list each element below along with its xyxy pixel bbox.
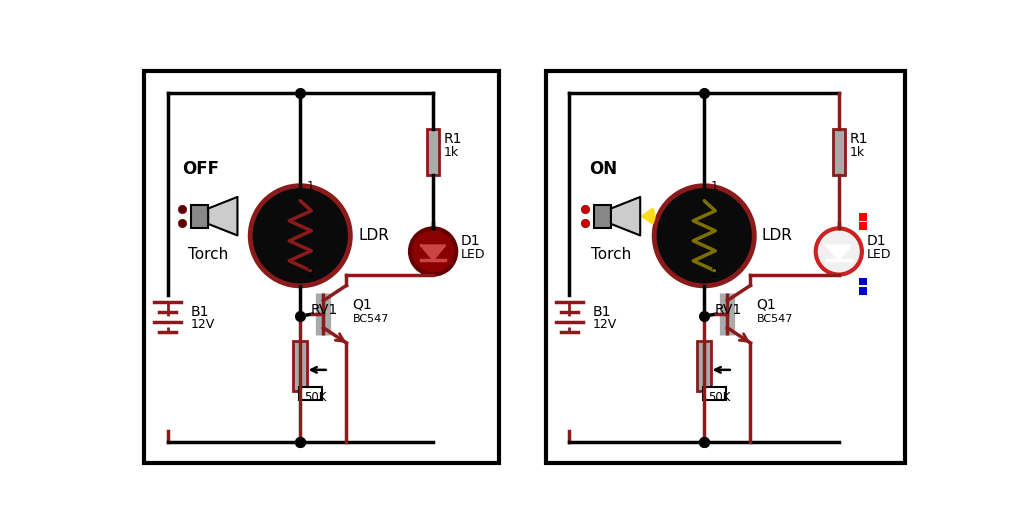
Text: BC547: BC547: [352, 314, 389, 324]
FancyBboxPatch shape: [594, 205, 611, 228]
Text: R1: R1: [443, 132, 463, 146]
Text: Torch: Torch: [188, 247, 228, 261]
Text: 1k: 1k: [443, 146, 459, 159]
Text: 2: 2: [306, 267, 314, 280]
Text: 12V: 12V: [593, 318, 616, 332]
Text: 1: 1: [306, 179, 314, 193]
Text: 2: 2: [711, 267, 718, 280]
Text: D1: D1: [866, 234, 886, 248]
Text: D1: D1: [461, 234, 480, 248]
Text: Torch: Torch: [591, 247, 631, 261]
Text: LED: LED: [461, 248, 485, 261]
FancyBboxPatch shape: [299, 387, 322, 400]
Text: RV1: RV1: [715, 303, 742, 317]
Text: 1k: 1k: [850, 146, 864, 159]
Text: BC547: BC547: [757, 314, 793, 324]
Text: ON: ON: [589, 160, 617, 178]
FancyBboxPatch shape: [697, 341, 712, 391]
Text: Q1: Q1: [757, 297, 776, 311]
FancyBboxPatch shape: [833, 129, 845, 175]
Text: LED: LED: [866, 248, 891, 261]
Circle shape: [410, 229, 457, 275]
FancyBboxPatch shape: [702, 387, 726, 400]
Text: OFF: OFF: [182, 160, 219, 178]
FancyBboxPatch shape: [859, 287, 866, 295]
Circle shape: [654, 186, 755, 286]
Text: LDR: LDR: [358, 229, 389, 243]
Text: 1: 1: [711, 179, 718, 193]
Text: 50K: 50K: [304, 391, 327, 404]
FancyBboxPatch shape: [293, 341, 307, 391]
Text: B1: B1: [190, 305, 209, 319]
Text: RV1: RV1: [311, 303, 338, 317]
Polygon shape: [611, 197, 640, 235]
FancyBboxPatch shape: [859, 213, 866, 221]
Polygon shape: [421, 245, 445, 260]
Text: LDR: LDR: [762, 229, 793, 243]
Text: Q1: Q1: [352, 297, 373, 311]
FancyBboxPatch shape: [191, 205, 208, 228]
Text: 50K: 50K: [708, 391, 730, 404]
FancyBboxPatch shape: [859, 278, 866, 285]
Wedge shape: [640, 207, 655, 225]
Circle shape: [250, 186, 350, 286]
Polygon shape: [826, 245, 851, 260]
FancyBboxPatch shape: [427, 129, 439, 175]
FancyBboxPatch shape: [859, 222, 866, 230]
Text: 12V: 12V: [190, 318, 215, 332]
Text: B1: B1: [593, 305, 611, 319]
Circle shape: [816, 229, 862, 275]
Text: R1: R1: [850, 132, 868, 146]
Polygon shape: [208, 197, 238, 235]
